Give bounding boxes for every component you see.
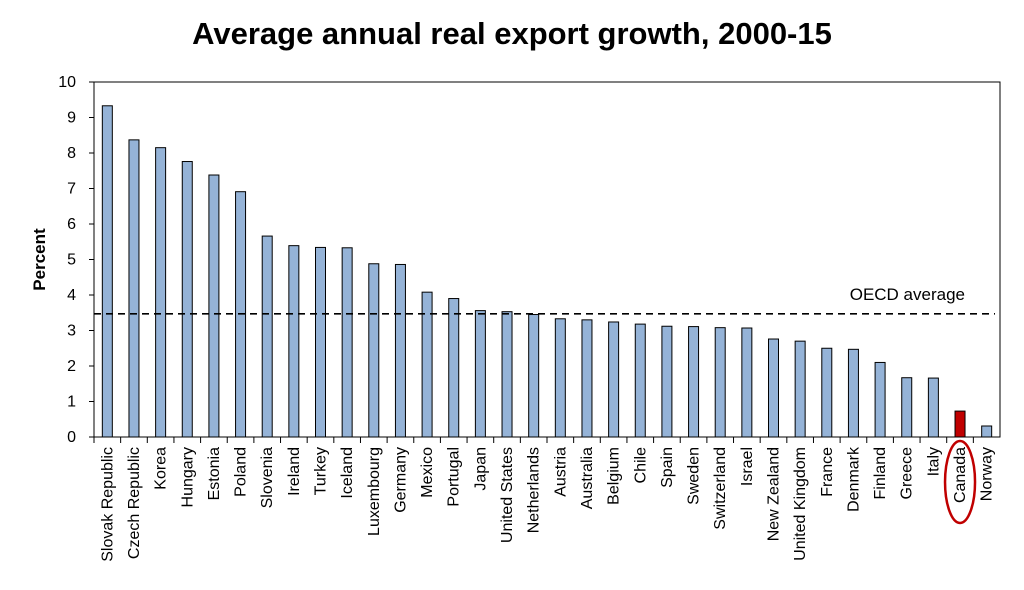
bar: [741, 327, 753, 438]
y-tick-label: 2: [67, 358, 76, 375]
category-label: Estonia: [206, 447, 223, 500]
bar: [714, 327, 726, 438]
bar: [501, 311, 513, 438]
bar: [554, 318, 566, 438]
category-label: Korea: [153, 447, 170, 490]
y-tick-label: 0: [67, 429, 76, 446]
category-label: Netherlands: [526, 447, 543, 533]
bar: [874, 361, 886, 438]
category-label: Belgium: [606, 447, 623, 505]
y-tick-label: 10: [58, 74, 76, 91]
category-label: Iceland: [339, 447, 356, 499]
bar: [208, 174, 220, 438]
category-label: Hungary: [179, 447, 196, 507]
category-label: Japan: [472, 447, 489, 491]
category-label: Canada: [952, 447, 969, 503]
category-label: Norway: [979, 447, 996, 501]
category-label: Chile: [632, 447, 649, 484]
bar: [528, 314, 540, 438]
category-label: United Kingdom: [792, 447, 809, 561]
bar: [181, 161, 193, 438]
category-label: Poland: [233, 447, 250, 497]
y-tick-label: 7: [67, 181, 76, 198]
bar-highlight: [954, 410, 966, 438]
category-label: France: [819, 447, 836, 497]
bar: [688, 326, 700, 438]
category-label: Australia: [579, 447, 596, 509]
y-tick-label: 5: [67, 252, 76, 269]
category-label: Israel: [739, 447, 756, 486]
bar: [901, 377, 913, 438]
category-label: Czech Republic: [126, 447, 143, 559]
category-label: Luxembourg: [366, 447, 383, 536]
category-label: Mexico: [419, 447, 436, 498]
highlight-circle: [943, 439, 977, 525]
y-axis-title: Percent: [30, 228, 49, 291]
category-label: Austria: [552, 447, 569, 497]
bar: [581, 319, 593, 438]
bar: [608, 321, 620, 438]
category-label: Denmark: [845, 446, 862, 512]
category-label: Switzerland: [712, 447, 729, 530]
y-tick-label: 1: [67, 394, 76, 411]
bar: [155, 147, 167, 438]
bar: [821, 347, 833, 438]
bar: [634, 323, 646, 438]
bar: [768, 338, 779, 438]
bar: [847, 348, 859, 438]
category-label: Sweden: [686, 447, 703, 505]
y-tick-label: 8: [67, 145, 76, 162]
y-tick-label: 9: [67, 110, 76, 127]
category-label: Germany: [392, 447, 409, 513]
bar: [448, 298, 460, 438]
y-tick-label: 4: [67, 287, 76, 304]
category-label: Turkey: [313, 447, 330, 495]
y-tick-label: 3: [67, 323, 76, 340]
oecd-average-label: OECD average: [850, 285, 965, 304]
category-label: Ireland: [286, 447, 303, 496]
chart-title: Average annual real export growth, 2000-…: [192, 16, 832, 51]
plot-frame: [93, 81, 1001, 438]
bar: [101, 105, 113, 438]
bar: [794, 340, 806, 438]
category-label: Portugal: [446, 447, 463, 507]
category-label: Slovenia: [259, 447, 276, 508]
bar: [474, 310, 486, 438]
bar: [927, 377, 939, 438]
y-tick-label: 6: [67, 216, 76, 233]
category-label: Italy: [925, 447, 942, 476]
bar: [315, 246, 326, 438]
category-label: Finland: [872, 447, 889, 499]
category-label: Spain: [659, 447, 676, 488]
bar: [288, 245, 300, 438]
category-label: United States: [499, 447, 516, 543]
bar: [261, 235, 273, 438]
bar: [981, 425, 993, 438]
bar: [128, 139, 140, 438]
bar: [341, 247, 353, 438]
bar: [368, 263, 380, 438]
bar: [661, 325, 673, 438]
bar: [421, 291, 433, 438]
category-label: Greece: [899, 447, 916, 500]
bar: [394, 263, 406, 438]
category-label: Slovak Republic: [99, 447, 116, 562]
category-label: New Zealand: [766, 447, 783, 541]
